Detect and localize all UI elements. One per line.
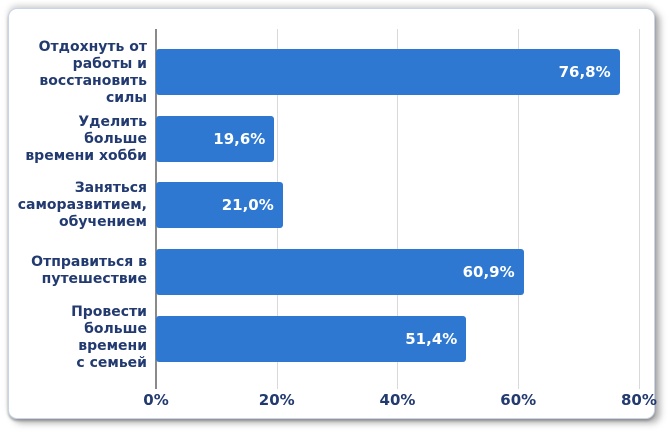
bar-row: 76,8% (156, 39, 645, 106)
bar: 21,0% (156, 182, 283, 229)
category-label-line: Уделить больше (78, 114, 147, 148)
category-label: Отправиться в путешествие (19, 238, 156, 304)
category-label: Заняться саморазвитием, обучением (17, 173, 156, 239)
horizontal-bar-chart: Отдохнуть от работы и восстановить силы Удел… (17, 29, 657, 409)
axis-tick (518, 376, 520, 389)
axis-tick-label: 80% (621, 391, 657, 409)
category-label-line: путешествие (41, 271, 147, 288)
bar-row: 21,0% (156, 172, 645, 239)
gridline (518, 29, 520, 376)
category-label-line: с семьей (76, 355, 147, 372)
value-label: 76,8% (558, 63, 611, 82)
axis-tick-label: 60% (500, 391, 537, 409)
gridline (397, 29, 399, 376)
axis-tick (638, 376, 640, 389)
category-label-line: Отдохнуть от (38, 39, 147, 55)
value-label: 60,9% (462, 263, 515, 282)
axis-tick-label: 0% (143, 391, 169, 409)
category-label-line: обучением (58, 214, 147, 230)
category-label-line: времени хобби (25, 148, 147, 165)
category-label-line: больше времени (78, 321, 147, 355)
plot-area: 76,8% 19,6% 21,0% 60,9% 51,4% 0% 20% 40% 60% 80% (143, 29, 657, 409)
category-label: Провести больше времени с семьей (19, 304, 156, 372)
category-label-line: Провести (71, 304, 147, 321)
bar-row: 60,9% (156, 239, 645, 306)
value-label: 19,6% (213, 129, 266, 148)
category-label: Отдохнуть от работы и восстановить силы (19, 39, 156, 107)
chart-card: Отдохнуть от работы и восстановить силы Удел… (8, 8, 657, 419)
axis-tick (276, 376, 278, 389)
value-label: 51,4% (405, 329, 458, 348)
category-label-line: Заняться (74, 180, 147, 196)
axis-tick-label: 20% (258, 391, 295, 409)
axis-tick-label: 40% (379, 391, 416, 409)
axis-tick (397, 376, 399, 389)
bars-layer: 76,8% 19,6% 21,0% 60,9% 51,4% (156, 39, 645, 372)
bar: 60,9% (156, 249, 524, 296)
bar: 76,8% (156, 49, 620, 96)
category-label-line: силы (105, 90, 147, 106)
category-label-line: работы и (72, 56, 147, 72)
value-label: 21,0% (221, 196, 274, 215)
category-label-line: саморазвитием, (17, 197, 147, 213)
category-label-line: Отправиться в (31, 254, 147, 271)
category-labels-column: Отдохнуть от работы и восстановить силы Удел… (17, 29, 156, 376)
bar-row: 19,6% (156, 106, 645, 173)
category-label: Уделить больше времени хобби (19, 107, 156, 173)
gridline (638, 29, 640, 376)
bar: 19,6% (156, 115, 275, 162)
bar: 51,4% (156, 315, 467, 362)
bar-row: 51,4% (156, 305, 645, 372)
category-label-line: восстановить (39, 73, 147, 89)
